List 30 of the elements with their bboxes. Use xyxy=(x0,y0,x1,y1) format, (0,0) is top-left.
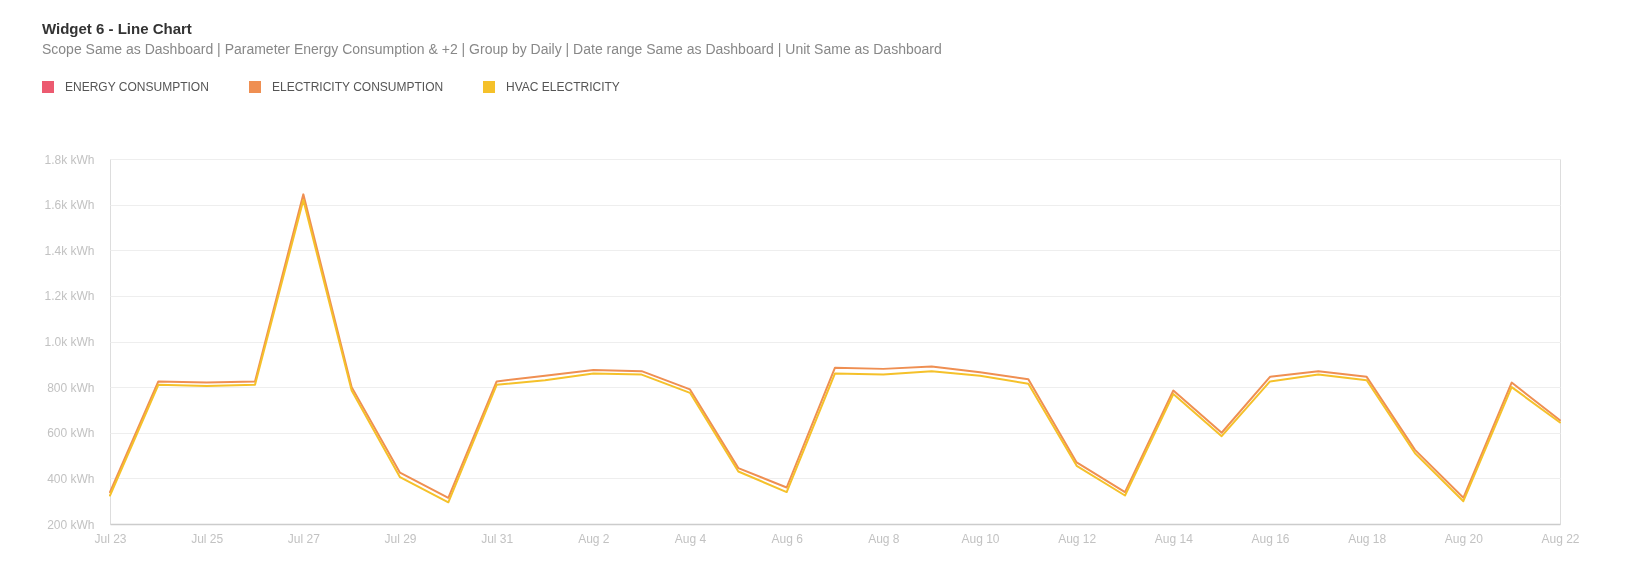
x-tick-label: Aug 16 xyxy=(1251,531,1290,546)
x-tick-label: Aug 2 xyxy=(578,531,610,546)
x-tick-label: Aug 10 xyxy=(961,531,1000,546)
x-tick-label: Aug 6 xyxy=(771,531,804,546)
y-tick-label: 1.6k kWh xyxy=(44,198,95,213)
x-tick-label: Jul 29 xyxy=(384,531,417,546)
x-tick-label: Aug 22 xyxy=(1541,531,1580,546)
y-tick-label: 1.2k kWh xyxy=(44,289,95,304)
legend-label: ENERGY CONSUMPTION xyxy=(65,80,209,94)
chart-subtitle: Scope Same as Dashboard | Parameter Energy Consumption & +2 | Group by Daily | Date range Same as Dashboard | Unit Same as Dashboard xyxy=(42,41,942,57)
x-tick-label: Jul 27 xyxy=(287,531,321,546)
y-tick-label: 1.8k kWh xyxy=(44,152,95,167)
x-tick-label: Jul 31 xyxy=(481,531,514,546)
legend-label: ELECTRICITY CONSUMPTION xyxy=(272,80,444,94)
chart-title: Widget 6 - Line Chart xyxy=(42,20,192,37)
x-tick-label: Aug 20 xyxy=(1444,531,1484,546)
y-tick-label: 400 kWh xyxy=(47,471,95,486)
x-tick-label: Aug 8 xyxy=(868,531,900,546)
x-tick-label: Jul 23 xyxy=(94,531,127,546)
y-tick-label: 1.0k kWh xyxy=(44,335,95,349)
y-tick-label: 600 kWh xyxy=(47,426,95,441)
x-tick-label: Aug 18 xyxy=(1348,531,1387,546)
y-tick-label: 800 kWh xyxy=(47,380,95,395)
x-tick-label: Aug 4 xyxy=(674,531,707,546)
y-tick-label: 1.4k kWh xyxy=(44,243,95,258)
x-tick-label: Aug 12 xyxy=(1058,531,1097,546)
x-tick-label: Aug 14 xyxy=(1154,531,1194,546)
legend-label: HVAC ELECTRICITY xyxy=(506,80,620,94)
y-tick-label: 200 kWh xyxy=(47,517,95,532)
x-tick-label: Jul 25 xyxy=(191,531,224,546)
